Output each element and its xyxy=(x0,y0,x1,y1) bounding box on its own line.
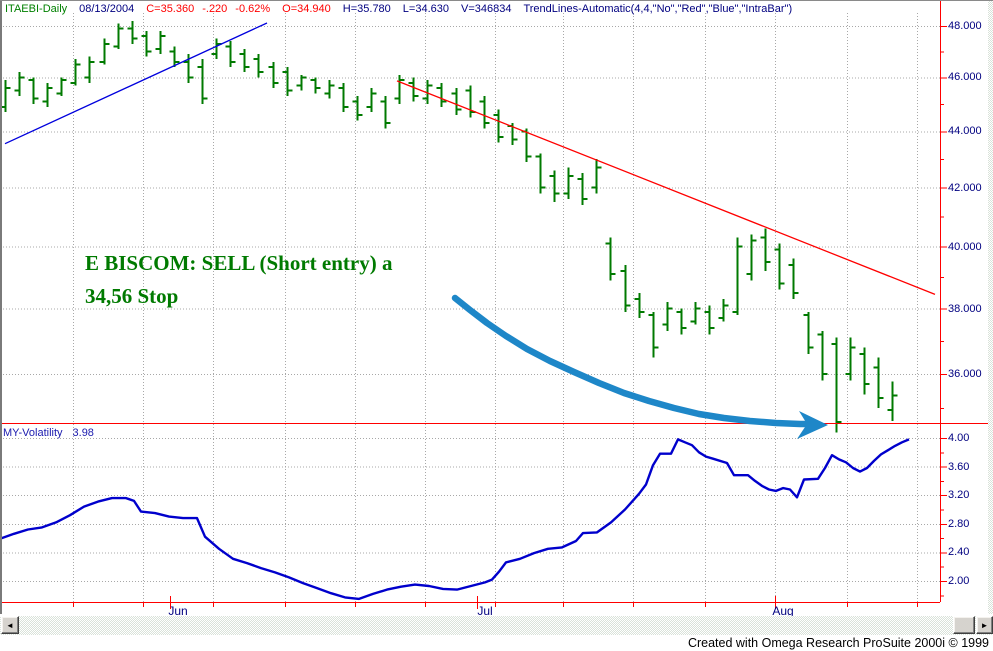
price-axis-label: 40.000 xyxy=(948,241,982,253)
volatility-axis-label: 2.00 xyxy=(948,575,970,587)
volatility-axis-label: 2.40 xyxy=(948,546,970,558)
low-value: L=34.630 xyxy=(402,3,449,15)
price-volatility-chart xyxy=(0,1,988,609)
omega-research-credit: Created with Omega Research ProSuite 200… xyxy=(687,636,989,650)
month-label-jul: Jul xyxy=(477,604,493,618)
volatility-value: 3.98 xyxy=(72,427,94,439)
right-arrow-icon: ► xyxy=(980,620,989,630)
volatility-axis-label: 2.80 xyxy=(948,518,970,530)
scrollbar-track[interactable] xyxy=(0,616,993,635)
price-axis-label: 38.000 xyxy=(948,303,982,315)
sell-annotation-line1: E BISCOM: SELL (Short entry) a xyxy=(85,251,393,275)
left-arrow-icon: ◄ xyxy=(6,620,14,630)
high-value: H=35.780 xyxy=(342,3,391,15)
price-axis-label: 48.000 xyxy=(948,20,982,32)
date-label: 08/13/2004 xyxy=(79,3,135,15)
window-left-border xyxy=(0,1,2,614)
change-value: -.220 xyxy=(202,3,228,15)
change-pct-value: -0.62% xyxy=(235,3,271,15)
month-label-aug: Aug xyxy=(772,604,794,618)
price-axis-label: 36.000 xyxy=(948,368,982,380)
symbol-label: ITAEBI-Daily xyxy=(5,3,68,15)
scroll-right-button[interactable]: ► xyxy=(976,616,993,634)
price-axis-label: 44.000 xyxy=(948,125,982,137)
volatility-axis-label: 3.60 xyxy=(948,461,970,473)
volatility-indicator-label: MY-Volatility 3.98 xyxy=(3,427,94,439)
volatility-axis-label: 3.20 xyxy=(948,489,970,501)
sell-annotation: E BISCOM: SELL (Short entry) a 34,56 Sto… xyxy=(85,247,392,313)
volatility-axis-label: 4.00 xyxy=(948,432,970,444)
scroll-left-button[interactable]: ◄ xyxy=(1,616,19,634)
price-axis-label: 46.000 xyxy=(948,71,982,83)
close-value: C=35.360 xyxy=(146,3,195,15)
indicator-label: TrendLines-Automatic(4,4,"No","Red","Blu… xyxy=(523,3,793,15)
chart-header: ITAEBI-Daily 08/13/2004 C=35.360 -.220 -0.62… xyxy=(5,3,804,15)
volatility-name: MY-Volatility xyxy=(3,427,63,439)
horizontal-scrollbar: ◄ ► xyxy=(0,616,993,635)
price-axis-label: 42.000 xyxy=(948,182,982,194)
volume-value: V=346834 xyxy=(460,3,512,15)
vertical-scrollbar-sliver[interactable] xyxy=(988,1,993,614)
open-value: O=34.940 xyxy=(282,3,331,15)
sell-annotation-line2: 34,56 Stop xyxy=(85,284,179,308)
scrollbar-thumb[interactable] xyxy=(953,616,975,634)
month-label-jun: Jun xyxy=(168,604,188,618)
